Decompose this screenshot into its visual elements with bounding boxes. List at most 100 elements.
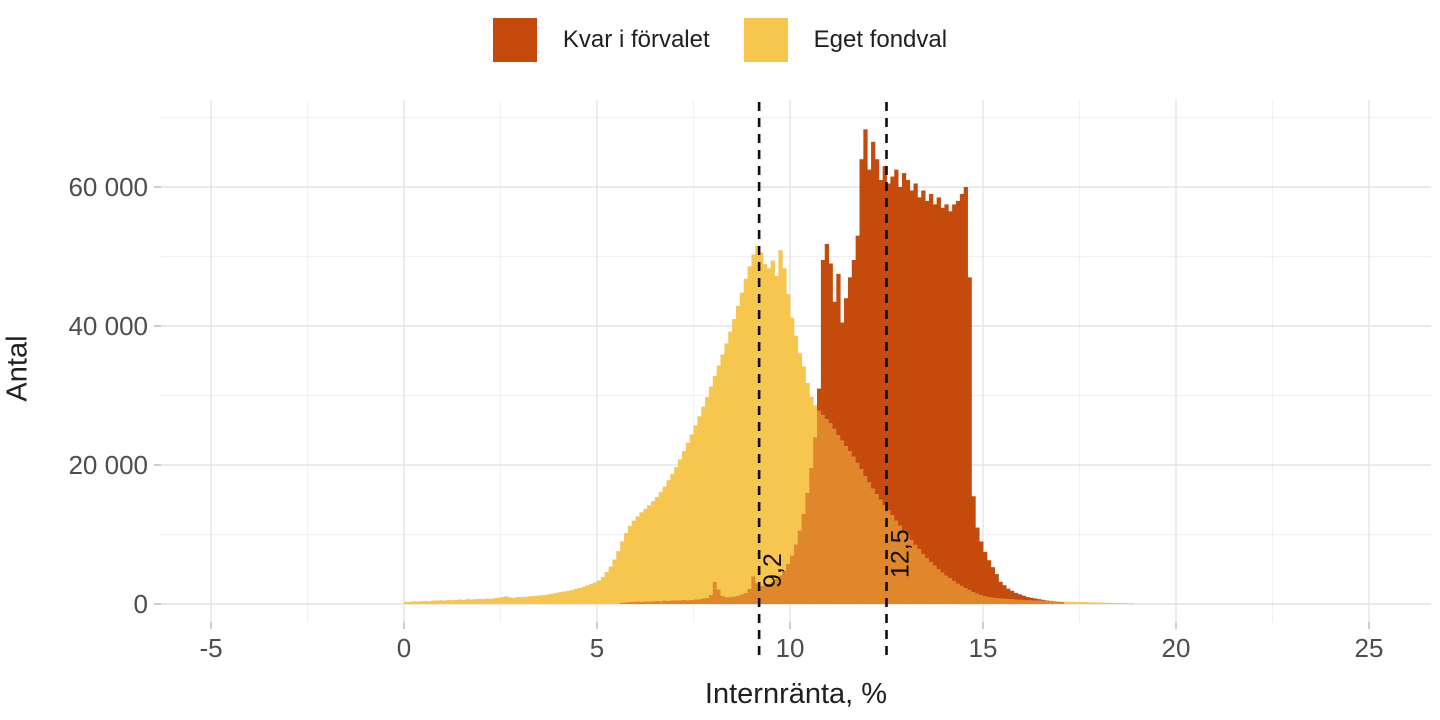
histogram-bar-overlap: [770, 581, 775, 604]
histogram-bar: [871, 141, 876, 489]
histogram-bar-overlap: [1017, 599, 1022, 604]
histogram-bar: [662, 486, 667, 601]
histogram-bar-overlap: [724, 597, 729, 604]
histogram-bar: [855, 235, 860, 463]
histogram-bar: [685, 442, 691, 601]
histogram-bar: [554, 592, 559, 604]
histogram-bar-overlap: [967, 590, 972, 604]
histogram-bar: [743, 278, 748, 593]
histogram-bar: [500, 597, 505, 604]
histogram-bar: [817, 388, 822, 411]
histogram-bar-overlap: [940, 572, 945, 604]
histogram-bar-overlap: [1037, 600, 1042, 604]
histogram-bar: [708, 386, 714, 595]
histogram-bar-overlap: [670, 600, 675, 604]
histogram-bar-overlap: [1021, 599, 1026, 604]
histogram-bar-overlap: [1002, 598, 1007, 604]
histogram-bar: [786, 294, 791, 564]
histogram-bar: [1075, 602, 1080, 604]
histogram-bar: [867, 169, 872, 483]
histogram-bar-overlap: [639, 601, 644, 604]
histogram-bar: [434, 600, 440, 604]
histogram-bar-overlap: [712, 581, 718, 604]
histogram-bar: [481, 599, 486, 604]
histogram-bar: [546, 594, 552, 604]
histogram-bar-overlap: [620, 602, 625, 604]
histogram-bar: [728, 331, 733, 598]
histogram-bar: [983, 551, 988, 597]
histogram-bar-overlap: [863, 476, 868, 604]
histogram-bar: [1013, 592, 1019, 600]
histogram-bar-overlap: [932, 565, 938, 604]
histogram-bar: [990, 567, 995, 598]
histogram-bar: [438, 600, 443, 604]
histogram-bar: [581, 586, 586, 604]
histogram-bar: [558, 592, 563, 604]
histogram-bar-overlap: [948, 578, 953, 604]
histogram-bar: [651, 501, 656, 602]
histogram-bar-overlap: [905, 535, 911, 604]
histogram-bar: [979, 541, 984, 595]
histogram-bar: [975, 527, 980, 594]
histogram-bar: [1067, 601, 1073, 604]
histogram-bar: [805, 382, 810, 493]
histogram-bar-overlap: [658, 601, 664, 604]
histogram-bar: [894, 169, 899, 521]
histogram-bar-overlap: [867, 482, 872, 604]
histogram-bar: [1071, 601, 1077, 604]
histogram-bar-overlap: [743, 592, 748, 604]
histogram-bar-overlap: [859, 469, 864, 604]
x-tick-label: -5: [199, 633, 222, 663]
histogram-bar-overlap: [824, 419, 829, 604]
histogram-bar-overlap: [986, 597, 992, 604]
histogram-bar-overlap: [1029, 600, 1034, 604]
histogram-bar-overlap: [735, 595, 741, 604]
histogram-bar-overlap: [774, 578, 779, 604]
histogram-bar: [778, 250, 783, 576]
histogram-bar-overlap: [751, 576, 756, 604]
y-tick-label: 60 000: [68, 172, 148, 202]
histogram-bar-overlap: [913, 544, 918, 604]
histogram-bar: [597, 580, 602, 604]
histogram-bar-overlap: [732, 596, 737, 604]
histogram-bar: [782, 268, 787, 571]
histogram-bar: [542, 594, 548, 604]
histogram-bar-overlap: [955, 583, 961, 604]
histogram-bar-overlap: [851, 456, 857, 604]
histogram-bar: [828, 263, 833, 424]
legend: Kvar i förvalet Eget fondval: [0, 18, 1440, 62]
histogram-bar: [770, 260, 775, 582]
histogram-bar: [477, 598, 482, 604]
histogram-bar: [593, 582, 598, 604]
histogram-bar: [705, 396, 710, 598]
histogram-bar: [461, 599, 467, 604]
histogram-bar: [840, 322, 845, 441]
histogram-bar: [739, 292, 745, 595]
histogram-bar: [1029, 597, 1034, 601]
histogram-bar: [1114, 602, 1119, 604]
histogram-bar-overlap: [759, 585, 764, 604]
histogram-bar: [1010, 590, 1015, 600]
histogram-bar-overlap: [832, 428, 837, 604]
histogram-bar: [658, 492, 664, 602]
histogram-bar: [1102, 602, 1107, 604]
histogram-bar-overlap: [1044, 601, 1050, 604]
histogram-bar: [797, 353, 802, 531]
x-tick-label: 25: [1355, 633, 1384, 663]
histogram-bar: [790, 317, 795, 556]
histogram-bar-overlap: [666, 600, 671, 604]
y-tick-label: 20 000: [68, 450, 148, 480]
histogram-bar: [1025, 597, 1030, 601]
histogram-bar: [944, 204, 949, 576]
histogram-bar-overlap: [1056, 601, 1061, 604]
histogram-bar: [454, 599, 459, 604]
histogram-bar-overlap: [928, 562, 934, 604]
histogram-bar: [917, 197, 922, 550]
histogram-bar: [488, 598, 494, 604]
histogram-bar-overlap: [936, 569, 941, 604]
histogram-bar: [608, 566, 613, 604]
histogram-bar-overlap: [728, 597, 733, 604]
histogram-bar: [751, 254, 756, 577]
histogram-bar-overlap: [917, 549, 922, 604]
